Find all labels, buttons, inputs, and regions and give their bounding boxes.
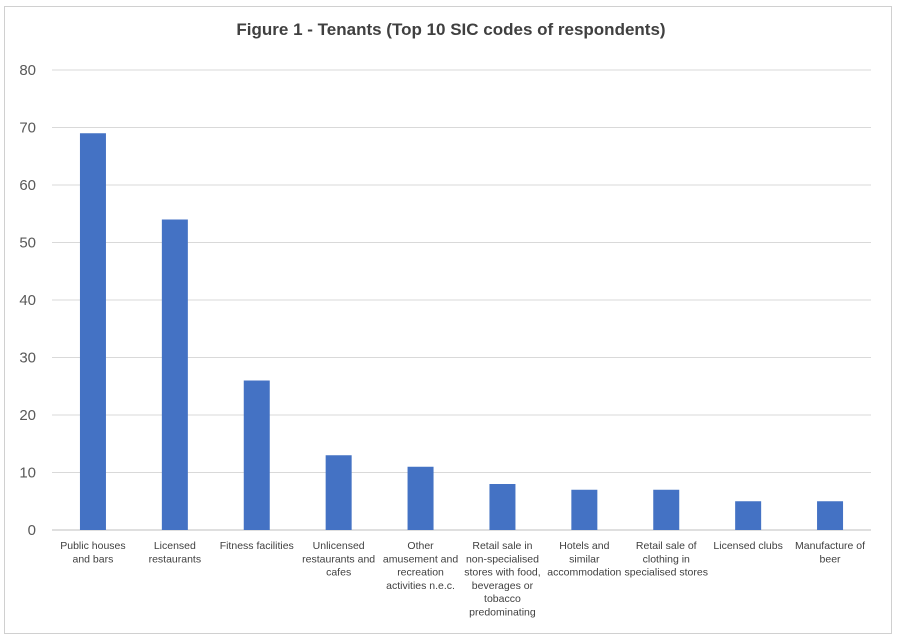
x-category-label: activities n.e.c. [386, 580, 455, 592]
x-category-label: Public houses [60, 540, 125, 552]
x-category-label: beer [820, 553, 842, 565]
x-category-label: Licensed clubs [713, 540, 782, 552]
x-category-label: Unlicensed [313, 540, 365, 552]
x-category-label: Manufacture of [795, 540, 865, 552]
y-tick-label: 10 [19, 465, 36, 482]
x-category-label: restaurants [149, 553, 202, 565]
x-category-label: Retail sale of [636, 540, 697, 552]
chart-title: Figure 1 - Tenants (Top 10 SIC codes of … [236, 20, 666, 39]
x-category-label: stores with food, [464, 567, 540, 579]
bar [161, 219, 188, 530]
x-category-label: restaurants and [302, 553, 375, 565]
x-category-label: non-specialised [466, 553, 539, 565]
x-category-label: predominating [469, 607, 536, 619]
bar [489, 484, 516, 530]
x-category-label: recreation [397, 567, 444, 579]
x-category-label: specialised stores [625, 567, 708, 579]
bar [325, 455, 352, 530]
y-tick-label: 60 [19, 177, 36, 194]
x-category-label: beverages or [472, 580, 534, 592]
x-category-label: Other [407, 540, 434, 552]
x-category-label: Licensed [154, 540, 196, 552]
y-tick-label: 70 [19, 120, 36, 137]
x-category-label: cafes [326, 567, 351, 579]
x-category-label: amusement and [383, 553, 458, 565]
x-category-label: Fitness facilities [220, 540, 294, 552]
y-tick-label: 40 [19, 292, 36, 309]
y-tick-label: 80 [19, 62, 36, 79]
x-category-label: and bars [73, 553, 114, 565]
y-tick-label: 20 [19, 407, 36, 424]
bar [79, 133, 106, 530]
x-category-label: similar [569, 553, 600, 565]
y-tick-label: 30 [19, 350, 36, 367]
bar [817, 501, 844, 530]
x-category-label: Hotels and [559, 540, 609, 552]
y-tick-label: 50 [19, 235, 36, 252]
x-category-label: accommodation [547, 567, 621, 579]
bar [243, 380, 270, 530]
bar [653, 489, 680, 530]
y-tick-label: 0 [28, 522, 36, 539]
bar [407, 466, 434, 530]
bar [735, 501, 762, 530]
x-category-label: clothing in [643, 553, 690, 565]
bar [571, 489, 598, 530]
x-category-label: Retail sale in [472, 540, 532, 552]
x-category-label: tobacco [484, 593, 521, 605]
